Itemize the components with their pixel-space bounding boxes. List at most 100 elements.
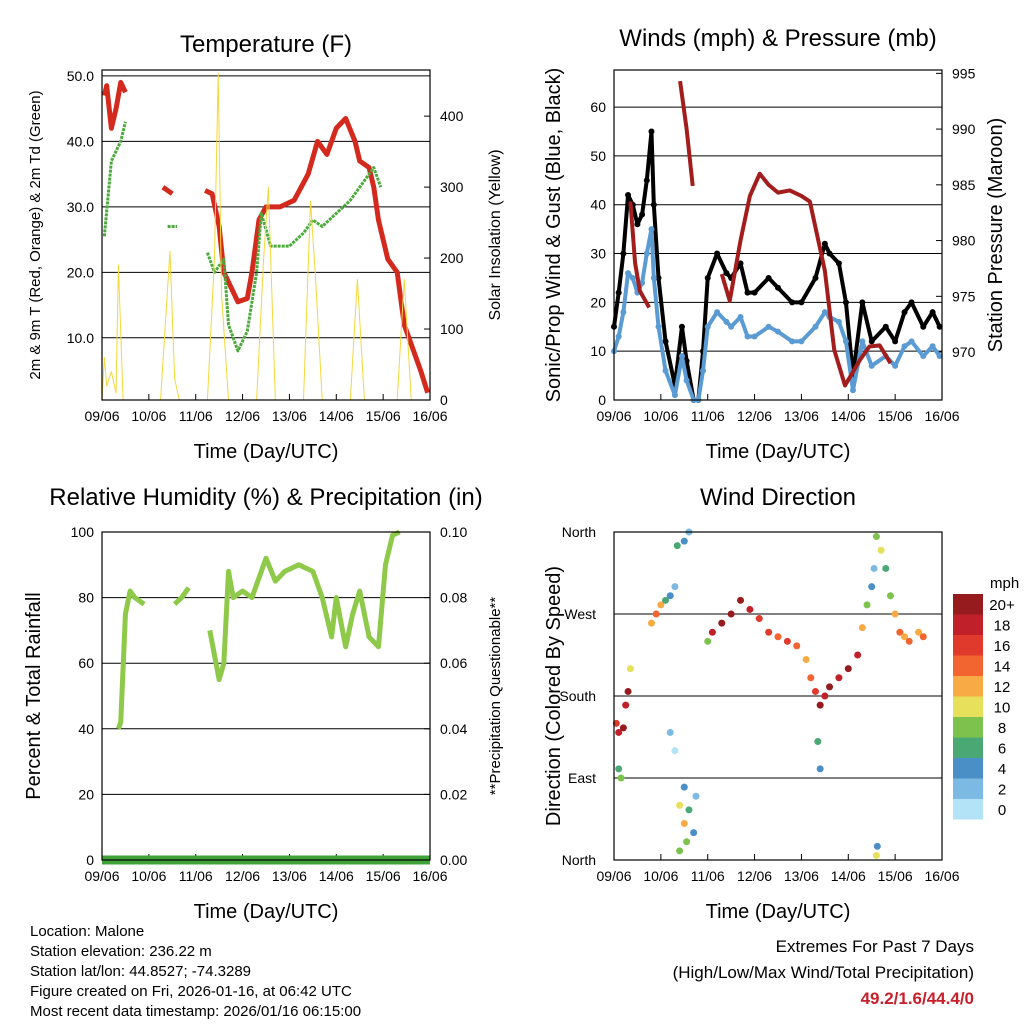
extremes-box: Extremes For Past 7 Days (High/Low/Max W… [673, 934, 974, 1012]
x-tick-label: 13/06 [272, 408, 307, 424]
series-line-2m-t [161, 185, 174, 196]
y2-tick-label: 975 [952, 288, 976, 304]
x-tick-label: 09/06 [84, 408, 119, 424]
x-tick-label: 13/06 [784, 868, 819, 884]
y-tick-label: 50.0 [67, 68, 94, 84]
recent-timestamp-text: Most recent data timestamp: 2026/01/16 0… [30, 1003, 362, 1020]
latlon-text: Station lat/lon: 44.8527; -74.3289 [30, 963, 252, 980]
x-tick-label: 15/06 [878, 408, 913, 424]
wind-direction-point [619, 724, 627, 732]
chart-title: Wind Direction [700, 484, 856, 511]
wind-direction-point [622, 701, 630, 709]
y-tick-label: West [564, 606, 596, 622]
created-text: Figure created on Fri, 2026-01-16, at 06… [30, 983, 352, 1000]
y-axis-label: 2m & 9m T (Red, Orange) & 2m Td (Green) [27, 90, 44, 379]
wind-direction-point [811, 687, 819, 695]
y-tick-label: 40 [590, 197, 606, 213]
series-point-sonic [751, 333, 758, 340]
x-tick-label: 16/06 [924, 408, 959, 424]
series-point-sonic [683, 377, 690, 384]
wind-direction-point [746, 605, 754, 613]
legend-label: 14 [994, 659, 1011, 676]
x-tick-label: 15/06 [366, 868, 401, 884]
wind-direction-point [737, 596, 745, 604]
x-axis-label: Time (Day/UTC) [194, 901, 339, 923]
wind-direction-point [870, 564, 878, 572]
wind-direction-point [835, 674, 843, 682]
y2-tick-label: 0.02 [440, 786, 467, 802]
wind-direction-point [690, 829, 698, 837]
legend-label: 18 [994, 618, 1011, 635]
series-line-solar [349, 278, 365, 401]
x-axis-label: Time (Day/UTC) [706, 901, 851, 923]
y-tick-label: 80 [78, 590, 94, 606]
series-line-solar [256, 186, 276, 401]
x-tick-label: 13/06 [784, 408, 819, 424]
y-tick-label: North [562, 852, 596, 868]
y2-tick-label: 0 [440, 392, 448, 408]
location-text: Location: Malone [30, 923, 145, 940]
series-point-sonic [625, 270, 632, 277]
series-point-gust [723, 270, 730, 277]
wind-direction-point [680, 537, 688, 545]
series-point-sonic [920, 353, 927, 360]
series-line-rh [207, 529, 401, 683]
y2-axis-label: Solar Insolation (Yellow) [487, 149, 504, 320]
series-point-gust [678, 323, 685, 330]
series-point-sonic [901, 343, 908, 350]
x-tick-label: 10/06 [643, 868, 678, 884]
y-tick-label: 20.0 [67, 264, 94, 280]
wind-direction-point [915, 628, 923, 636]
series-point-gust [643, 177, 650, 184]
series-point-sonic [648, 226, 655, 233]
series-point-gust [662, 338, 669, 345]
plot-frame [613, 69, 943, 401]
wind-direction-point [807, 674, 815, 682]
wind-direction-point [647, 619, 655, 627]
wind-direction-point [626, 665, 634, 673]
x-tick-label: 15/06 [878, 868, 913, 884]
series-point-sonic [737, 314, 744, 321]
wind-direction-point [783, 637, 791, 645]
series-point-sonic [728, 323, 735, 330]
series-point-gust [625, 191, 632, 198]
series-point-sonic [849, 387, 856, 394]
series-line-2m-td [206, 166, 383, 353]
series-line-pressure [719, 171, 893, 388]
wind-direction-point [676, 801, 684, 809]
series-point-sonic [821, 309, 828, 316]
x-tick-label: 10/06 [643, 408, 678, 424]
wind-direction-point [877, 546, 885, 554]
series-point-gust [744, 289, 751, 296]
x-tick-label: 14/06 [319, 868, 354, 884]
series-point-sonic [744, 333, 751, 340]
legend-label: 2 [998, 782, 1006, 799]
y2-tick-label: 0.04 [440, 721, 467, 737]
x-tick-label: 11/06 [691, 868, 725, 884]
wind-direction-point [666, 728, 674, 736]
y2-tick-label: 970 [952, 344, 976, 360]
series-point-sonic [835, 318, 842, 325]
series-point-gust [650, 201, 657, 208]
y-tick-label: 0 [86, 852, 94, 868]
legend-label: 16 [994, 638, 1011, 655]
series-point-sonic [678, 353, 685, 360]
series-point-sonic [765, 323, 772, 330]
wind-direction-point [671, 747, 679, 755]
legend-swatch [953, 655, 983, 676]
legend-label: 20+ [989, 597, 1015, 614]
y2-axis-label: Station Pressure (Maroon) [985, 118, 1007, 353]
y-tick-label: 10 [590, 343, 606, 359]
legend-label: 4 [998, 761, 1006, 778]
wind-direction-point [774, 633, 782, 641]
wind-direction-point [708, 628, 716, 636]
series-line-solar [206, 73, 230, 401]
series-point-gust [812, 274, 819, 281]
legend-swatch [953, 676, 983, 697]
series-point-gust [765, 274, 772, 281]
panel-3: Relative Humidity (%) & Precipitation (i… [23, 484, 504, 923]
wind-direction-point [901, 633, 909, 641]
x-axis-label: Time (Day/UTC) [194, 441, 339, 463]
series-line-2m-t [204, 115, 431, 394]
series-point-gust [892, 338, 899, 345]
